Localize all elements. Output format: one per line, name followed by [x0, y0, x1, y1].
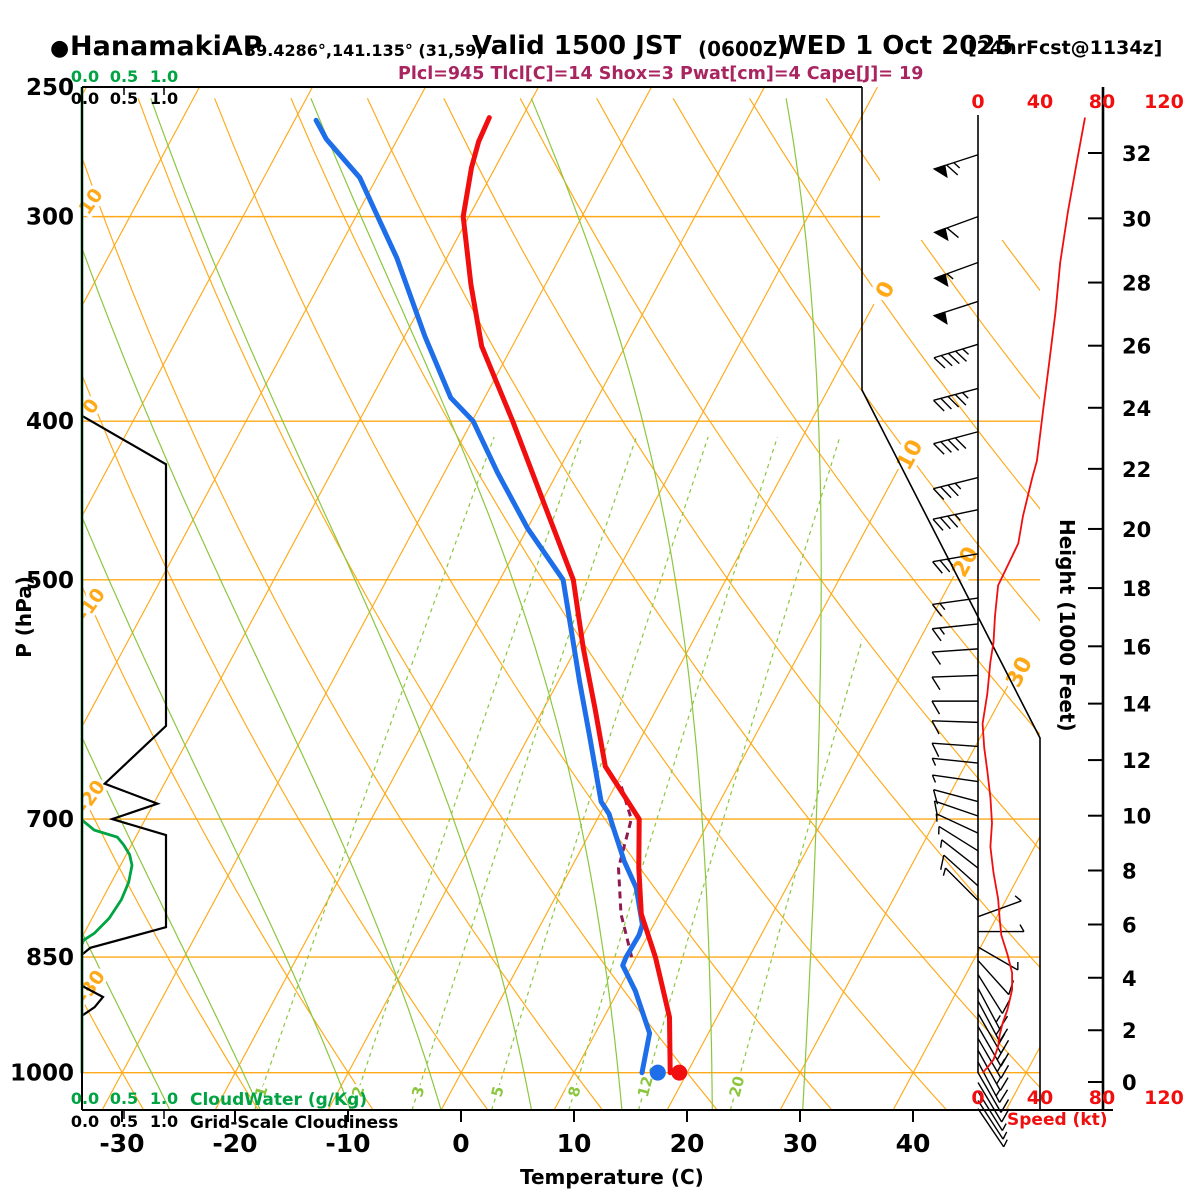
cloudwater-scale-title: CloudWater (g/Kg) [190, 1090, 368, 1110]
station-name: HanamakiAP [70, 31, 263, 62]
svg-text:0.5: 0.5 [110, 89, 138, 108]
svg-text:400: 400 [26, 409, 74, 435]
svg-text:0.5: 0.5 [110, 1112, 138, 1131]
svg-text:40: 40 [1027, 1087, 1053, 1109]
svg-text:1.0: 1.0 [150, 89, 178, 108]
svg-text:10: 10 [557, 1129, 592, 1158]
svg-text:12: 12 [1122, 749, 1151, 773]
svg-text:-10: -10 [325, 1129, 370, 1158]
svg-text:0.0: 0.0 [71, 1089, 99, 1108]
svg-text:30: 30 [783, 1129, 818, 1158]
svg-text:-30: -30 [72, 966, 110, 1007]
svg-text:1.0: 1.0 [150, 1089, 178, 1108]
svg-text:0: 0 [971, 1087, 984, 1109]
svg-text:0.5: 0.5 [110, 67, 138, 86]
svg-text:1.0: 1.0 [150, 1112, 178, 1131]
svg-text:4: 4 [1122, 967, 1137, 991]
svg-text:10: 10 [1122, 805, 1151, 829]
svg-text:32: 32 [1122, 142, 1151, 166]
svg-text:0.0: 0.0 [71, 89, 99, 108]
forecast-tag: [24hrFcst@1134z] [968, 37, 1163, 59]
svg-text:24: 24 [1122, 397, 1151, 421]
svg-text:120: 120 [1144, 1087, 1184, 1109]
station-bullet-icon: ● [50, 36, 70, 61]
svg-text:0.5: 0.5 [110, 1089, 138, 1108]
svg-text:-20: -20 [72, 776, 110, 817]
svg-text:6: 6 [1122, 914, 1137, 938]
svg-text:0: 0 [971, 91, 984, 113]
svg-text:1.0: 1.0 [150, 67, 178, 86]
stability-params: Plcl=945 Tlcl[C]=14 Shox=3 Pwat[cm]=4 Ca… [398, 64, 924, 84]
svg-text:40: 40 [1027, 91, 1053, 113]
svg-text:8: 8 [565, 1084, 585, 1099]
cloudiness-scale-title: Grid-Scale Cloudiness [190, 1113, 399, 1133]
svg-text:3: 3 [408, 1084, 428, 1099]
svg-text:28: 28 [1122, 272, 1151, 296]
svg-text:20: 20 [726, 1074, 749, 1099]
svg-text:18: 18 [1122, 577, 1151, 601]
svg-text:80: 80 [1089, 1087, 1115, 1109]
svg-text:-10: -10 [72, 584, 110, 625]
svg-text:300: 300 [26, 205, 74, 231]
svg-text:10: 10 [892, 436, 928, 475]
svg-text:20: 20 [1122, 518, 1151, 542]
svg-text:-20: -20 [212, 1129, 257, 1158]
svg-text:30: 30 [1122, 207, 1151, 231]
svg-text:2: 2 [1122, 1019, 1137, 1043]
svg-text:700: 700 [26, 807, 74, 833]
pressure-axis-title: P (hPa) [12, 576, 36, 658]
svg-text:-30: -30 [99, 1129, 144, 1158]
svg-text:5: 5 [488, 1084, 508, 1099]
svg-text:26: 26 [1122, 335, 1151, 359]
svg-text:0: 0 [1122, 1071, 1137, 1095]
svg-text:0.0: 0.0 [71, 67, 99, 86]
svg-text:80: 80 [1089, 91, 1115, 113]
valid-date: WED 1 Oct 2025 [778, 31, 1014, 61]
svg-text:500: 500 [26, 568, 74, 594]
svg-text:120: 120 [1144, 91, 1184, 113]
svg-text:8: 8 [1122, 860, 1137, 884]
svg-text:0: 0 [871, 278, 900, 303]
speed-axis-title: Speed (kt) [1007, 1110, 1108, 1130]
height-axis-title: Height (1000 Feet) [1055, 519, 1079, 732]
svg-text:850: 850 [26, 945, 74, 971]
svg-text:20: 20 [670, 1129, 705, 1158]
valid-time-z: (0600Z) [698, 37, 787, 61]
svg-text:14: 14 [1122, 693, 1151, 717]
svg-text:250: 250 [26, 75, 74, 101]
svg-text:22: 22 [1122, 458, 1151, 482]
svg-text:1000: 1000 [10, 1061, 74, 1087]
svg-text:16: 16 [1122, 635, 1151, 659]
station-coords: 39.4286°,141.135° (31,59) [245, 41, 484, 60]
svg-text:0: 0 [452, 1129, 469, 1158]
valid-time: Valid 1500 JST [472, 31, 682, 61]
svg-text:40: 40 [896, 1129, 931, 1158]
temperature-axis-title: Temperature (C) [520, 1165, 704, 1189]
svg-text:0.0: 0.0 [71, 1112, 99, 1131]
